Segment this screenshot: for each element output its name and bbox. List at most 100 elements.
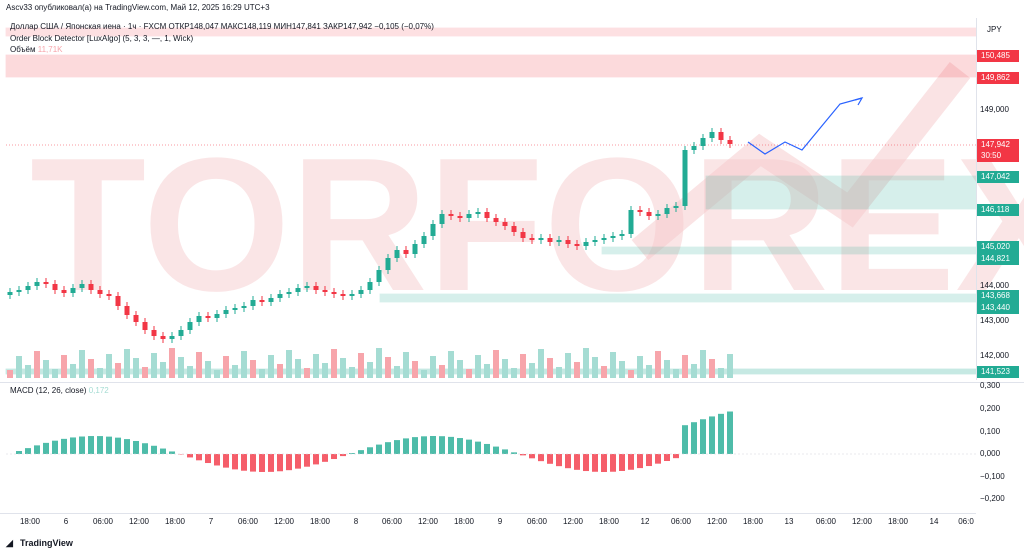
time-tick: 7	[208, 517, 214, 526]
macd-tick: 0,300	[980, 381, 1001, 390]
candle-body	[331, 292, 337, 294]
last-price-badge: 147,942	[977, 139, 1019, 151]
candle-body	[394, 250, 400, 258]
candle-body	[52, 284, 58, 290]
volume-bar	[61, 355, 67, 378]
candle-body	[574, 244, 580, 246]
candle-body	[43, 282, 49, 284]
volume-bar	[421, 370, 427, 378]
macd-bar	[682, 425, 688, 454]
volume-bar	[160, 362, 166, 378]
volume-bar	[727, 354, 733, 378]
volume-bar	[52, 369, 58, 378]
macd-bar	[466, 439, 472, 454]
macd-bar	[34, 445, 40, 454]
forecast-arrow-icon	[854, 97, 864, 106]
macd-bar	[277, 454, 283, 472]
price-tick: 143,000	[980, 316, 1009, 325]
candle-body	[70, 288, 76, 293]
volume-bar	[574, 362, 580, 378]
macd-bar	[358, 450, 364, 454]
candle-body	[34, 282, 40, 286]
candle-body	[286, 292, 292, 294]
candle-body	[124, 306, 130, 315]
symbol-info-line[interactable]: Доллар США / Японская иена · 1ч · FXCM О…	[10, 22, 434, 31]
time-axis[interactable]	[0, 513, 976, 528]
macd-bar	[502, 449, 508, 454]
candle-body	[277, 294, 283, 298]
volume-bar	[466, 369, 472, 378]
macd-bar	[691, 422, 697, 454]
macd-legend[interactable]: MACD (12, 26, close) 0,172	[10, 386, 109, 395]
volume-bar	[682, 355, 688, 378]
volume-bar	[178, 357, 184, 378]
macd-bar	[628, 454, 634, 470]
macd-bar	[376, 444, 382, 454]
candle-body	[439, 214, 445, 224]
candle-body	[106, 294, 112, 296]
volume-bar	[637, 356, 643, 378]
candle-body	[709, 132, 715, 138]
volume-bar	[7, 370, 13, 378]
time-tick: 12	[640, 517, 650, 526]
volume-bar	[601, 366, 607, 378]
volume-bar	[106, 354, 112, 378]
candle-body	[628, 210, 634, 234]
candle-body	[313, 286, 319, 290]
volume-bar	[331, 349, 337, 378]
candle-body	[16, 290, 22, 292]
macd-bar	[655, 454, 661, 464]
volume-bar	[295, 359, 301, 378]
macd-bar	[574, 454, 580, 470]
macd-bar	[394, 440, 400, 454]
volume-bar	[25, 365, 31, 378]
bull-ob-badge: 145,020	[977, 241, 1019, 253]
volume-bar	[646, 365, 652, 378]
macd-bar	[430, 436, 436, 454]
candle-body	[655, 214, 661, 216]
macd-bar	[124, 439, 130, 454]
bearish-order-block	[5, 54, 977, 78]
candle-body	[97, 290, 103, 294]
macd-bar	[457, 438, 463, 454]
volume-bar	[97, 368, 103, 378]
pane-separator[interactable]	[0, 382, 1024, 383]
bullish-order-block	[705, 175, 977, 210]
macd-bar	[232, 454, 238, 470]
time-tick: 18:00	[19, 517, 41, 526]
volume-bar	[34, 351, 40, 378]
macd-bar	[340, 454, 346, 457]
candle-body	[142, 322, 148, 330]
price-axis[interactable]	[976, 18, 1024, 380]
time-tick: 18:00	[742, 517, 764, 526]
volume-bar	[655, 351, 661, 378]
watermark-arrow-icon	[631, 61, 971, 260]
volume-legend[interactable]: Объём 11,71K	[10, 45, 63, 54]
order-block-indicator-label[interactable]: Order Block Detector [LuxAlgo] (5, 3, 3,…	[10, 34, 194, 43]
macd-bar	[304, 454, 310, 467]
volume-bar	[187, 366, 193, 378]
candle-body	[673, 206, 679, 208]
candle-body	[268, 298, 274, 302]
volume-bar	[547, 358, 553, 378]
tradingview-logo-icon: ◢	[6, 538, 13, 548]
volume-bar	[628, 370, 634, 378]
macd-bar	[223, 454, 229, 468]
macd-bar	[727, 411, 733, 454]
candle-body	[304, 286, 310, 288]
candle-body	[349, 294, 355, 296]
tradingview-logo[interactable]: ◢ TradingView	[6, 538, 73, 549]
volume-bar	[367, 362, 373, 378]
candle-body	[358, 290, 364, 294]
volume-bar	[484, 364, 490, 378]
macd-bar	[142, 443, 148, 454]
macd-bar	[583, 454, 589, 472]
volume-bar	[223, 356, 229, 378]
time-tick: 12:00	[562, 517, 584, 526]
macd-bar	[538, 454, 544, 462]
candle-body	[88, 284, 94, 290]
macd-bar	[196, 454, 202, 461]
volume-bar	[259, 369, 265, 378]
volume-bar	[142, 367, 148, 378]
